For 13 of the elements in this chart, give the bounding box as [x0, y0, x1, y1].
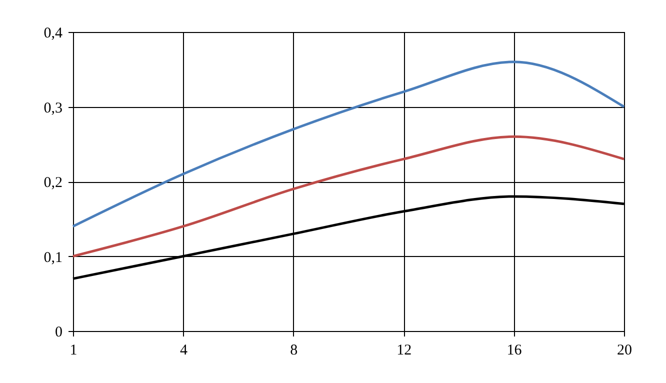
y-tick-label: 0: [55, 324, 62, 340]
y-tick-label: 0,4: [44, 26, 63, 42]
x-tick-label: 16: [506, 342, 522, 358]
x-tick-label: 12: [396, 342, 412, 358]
x-tick-label: 20: [617, 342, 632, 358]
y-tick-label: 0,1: [44, 250, 62, 266]
y-tick-label: 0,2: [44, 175, 62, 191]
line-series: [72, 60, 626, 228]
x-tick-label: 8: [290, 342, 298, 358]
line-series: [72, 135, 626, 258]
y-tick-label: 0,3: [44, 100, 62, 116]
x-tick-label: 4: [180, 342, 188, 358]
x-tick-label: 1: [70, 342, 78, 358]
